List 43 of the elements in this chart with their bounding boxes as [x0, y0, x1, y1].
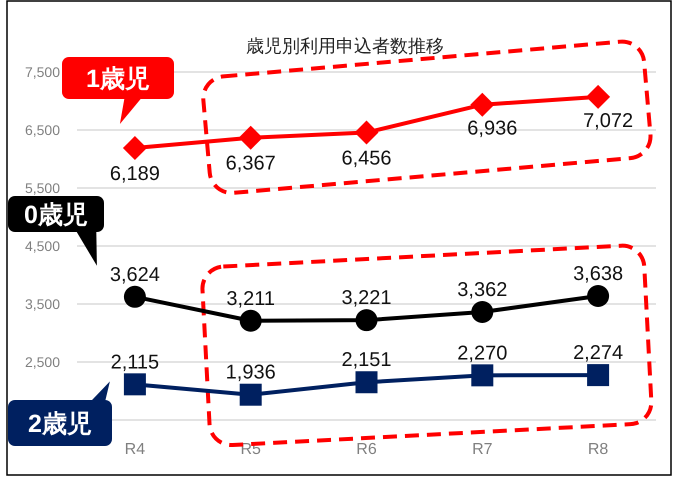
data-label: 2,151 — [341, 349, 392, 372]
data-label: 1,936 — [226, 362, 276, 384]
y-tick-label: 2,500 — [24, 354, 60, 370]
x-tick-label: R6 — [356, 441, 377, 458]
data-label: 3,624 — [110, 264, 160, 286]
series-label: 1歳児 — [86, 65, 150, 93]
y-tick-label: 4,500 — [24, 238, 60, 254]
data-label: 2,270 — [457, 342, 508, 364]
point — [124, 373, 146, 396]
data-label: 2,274 — [573, 342, 624, 364]
data-label: 6,189 — [110, 163, 160, 186]
x-tick-label: R8 — [588, 441, 608, 458]
y-tick-label: 3,500 — [24, 296, 60, 312]
point — [122, 136, 147, 160]
point — [124, 286, 146, 308]
series-label: 2歳児 — [28, 410, 92, 438]
point — [470, 92, 494, 117]
data-label: 6,936 — [467, 118, 518, 140]
point — [240, 310, 262, 332]
data-label: 3,638 — [573, 262, 624, 285]
point — [587, 364, 610, 386]
point — [356, 309, 378, 332]
data-label: 2,115 — [110, 351, 160, 374]
x-tick-label: R4 — [124, 441, 146, 458]
data-label: 7,072 — [583, 110, 634, 132]
data-label: 3,211 — [226, 288, 275, 310]
y-tick-label: 6,500 — [24, 122, 60, 138]
point — [240, 384, 262, 406]
data-label: 3,362 — [457, 279, 508, 302]
point — [238, 126, 263, 150]
data-label: 6,456 — [341, 148, 392, 170]
data-label: 6,367 — [226, 152, 276, 175]
y-tick-label: 7,500 — [24, 64, 60, 80]
point — [471, 301, 494, 324]
point — [356, 371, 378, 394]
y-tick-label: 5,500 — [24, 180, 60, 196]
chart-title: 歳児別利用申込者数推移 — [246, 36, 444, 56]
point — [587, 284, 610, 307]
point — [586, 84, 610, 109]
point — [354, 120, 378, 145]
x-tick-label: R7 — [472, 441, 493, 458]
data-label: 3,221 — [341, 287, 392, 310]
point — [471, 364, 494, 386]
